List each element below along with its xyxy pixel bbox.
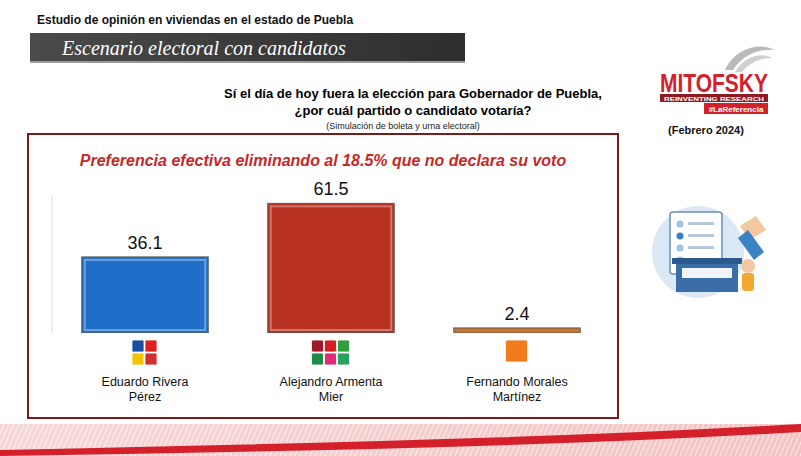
ill-line [688,222,714,225]
question-line: Sí el día de hoy fuera la elección para … [224,86,602,101]
logo-tagline-bar [660,94,768,102]
party-icon [325,340,337,352]
background [0,0,801,456]
party-icon [338,340,350,352]
bars [82,203,580,333]
ill-check [677,233,684,240]
party-icon [312,340,324,352]
ill-box-lid [672,258,742,264]
ill-check [677,221,684,228]
data-label: 2.4 [504,304,529,324]
logo-name: MITOFSKY [660,68,768,98]
vote-illustration [652,206,766,298]
category-label: Fernando MoralesMartínez [466,375,567,404]
category-label-line: Alejandro Armenta [280,375,383,389]
category-label-line: Martínez [493,390,542,404]
category-label-line: Fernando Morales [466,375,567,389]
ill-sleeve [738,230,764,260]
category-label-line: Eduardo Rivera [102,375,189,389]
question-line: ¿por cuál partido o candidato votaría? [295,103,532,118]
y-axis-line [52,196,53,333]
ill-check [677,245,684,252]
category-label-line: Mier [319,390,343,404]
category-label: Eduardo RiveraPérez [102,375,189,404]
bottom-swoosh [0,424,801,456]
chart-title: Preferencia efectiva eliminando al 18.5%… [80,152,567,169]
banner [30,33,465,63]
party-icon [145,353,157,365]
study-text: Estudio de opinión en viviendas en el es… [37,13,353,27]
party-icon [132,353,144,365]
note-text: (Simulación de boleta y urna electoral) [326,121,480,131]
party-icon [145,340,157,352]
bar [268,203,394,333]
labels: 36.1 Eduardo RiveraPérez 61.5 Alejandro Arm… [102,179,568,404]
party-icon [325,353,337,365]
ill-box [676,262,738,292]
banner-text: Escenario electoral con candidatos [61,37,346,59]
chart-frame [28,134,618,418]
data-label: 61.5 [313,179,348,199]
ill-line [688,246,714,249]
bar-bevel [85,260,205,330]
data-label: 36.1 [127,233,162,253]
party-icon [312,353,324,365]
logo-tagline: REINVENTING RESEARCH [664,96,764,102]
category-label: Alejandro ArmentaMier [280,375,383,404]
party-icon [506,340,528,362]
ill-head [741,259,755,273]
ill-box-label [682,268,732,278]
logo-hashtag-bg [704,103,768,114]
bar [454,328,580,333]
bar [82,257,208,333]
ill-line [688,234,714,237]
ill-bg [652,206,744,298]
page: Estudio de opinión en viviendas en el es… [0,0,801,456]
logo-hashtag: #LaReferencia [709,105,764,114]
bottom-band [0,424,801,456]
date-text: (Febrero 2024) [668,124,744,136]
party-icon [132,340,144,352]
party-icon [338,353,350,365]
banner-edge [30,61,465,63]
category-label-line: Pérez [129,390,162,404]
bar-bevel [271,206,391,330]
ill-body [742,273,754,291]
